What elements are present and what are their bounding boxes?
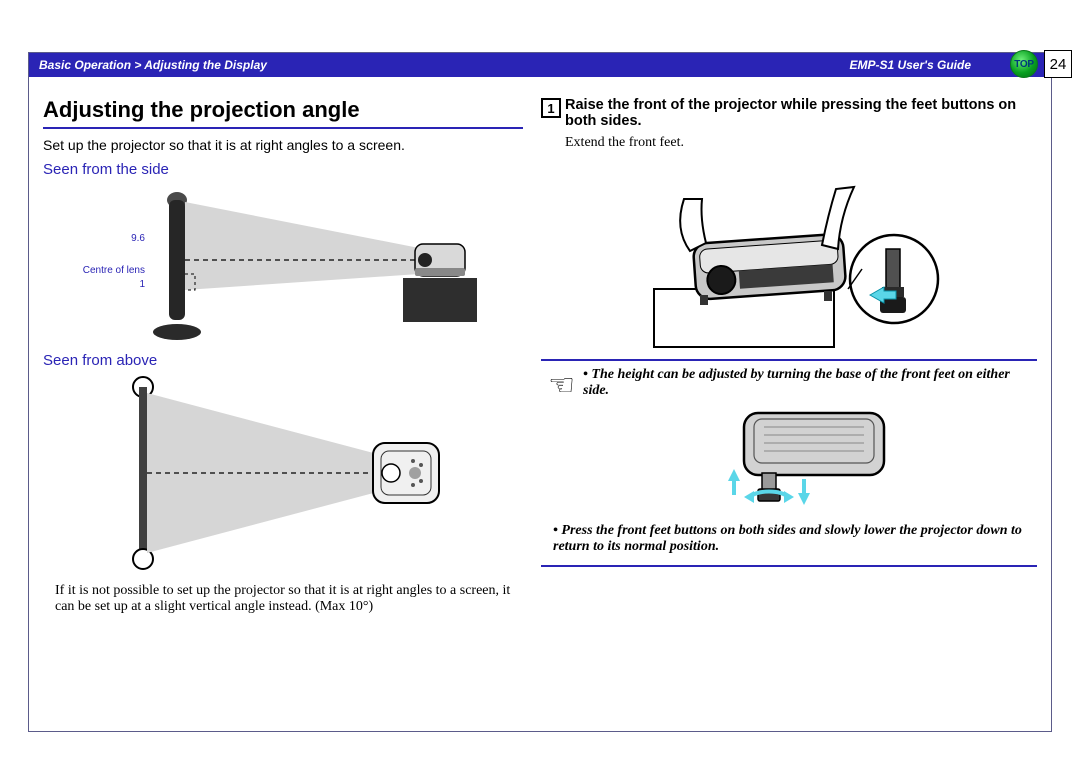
ray-bottom-value: 1 xyxy=(77,278,145,292)
breadcrumb: Basic Operation > Adjusting the Display xyxy=(39,58,267,72)
header-right-group: TOP 24 xyxy=(1010,50,1072,78)
content-area: Adjusting the projection angle Set up th… xyxy=(29,77,1051,633)
tip-2-text: • Press the front feet buttons on both s… xyxy=(541,523,1037,555)
pointing-hand-icon: ☞ xyxy=(541,367,575,401)
above-view-label: Seen from above xyxy=(43,352,523,369)
raise-projector-illustration xyxy=(541,159,1037,349)
top-link-badge[interactable]: TOP xyxy=(1010,50,1038,78)
ray-mid-label: Centre of lens xyxy=(77,264,145,278)
divider-2 xyxy=(541,565,1037,567)
header-bar: Basic Operation > Adjusting the Display … xyxy=(29,53,1051,77)
intro-text: Set up the projector so that it is at ri… xyxy=(43,137,523,153)
above-view-diagram xyxy=(43,373,523,573)
tip-1-text: • The height can be adjusted by turning … xyxy=(583,367,1037,401)
top-badge-label: TOP xyxy=(1014,59,1033,70)
side-view-svg xyxy=(149,182,489,342)
page-number: 24 xyxy=(1044,50,1072,78)
step-number-badge: 1 xyxy=(541,98,561,118)
step-1-sub: Extend the front feet. xyxy=(541,135,1037,151)
divider-1 xyxy=(541,359,1037,361)
page-frame: Basic Operation > Adjusting the Display … xyxy=(28,52,1052,732)
right-column: 1 Raise the front of the projector while… xyxy=(541,97,1037,623)
side-view-label: Seen from the side xyxy=(43,161,523,178)
side-view-diagram: 9.6 Centre of lens 1 xyxy=(43,182,523,342)
foot-turn-illustration xyxy=(541,407,1037,517)
ray-labels: 9.6 Centre of lens 1 xyxy=(77,232,149,292)
left-column: Adjusting the projection angle Set up th… xyxy=(43,97,523,623)
angle-note: If it is not possible to set up the proj… xyxy=(43,583,523,615)
step-1-text: Raise the front of the projector while p… xyxy=(565,97,1037,129)
tip-1-row: ☞ • The height can be adjusted by turnin… xyxy=(541,367,1037,401)
above-view-svg xyxy=(113,373,453,573)
step-1: 1 Raise the front of the projector while… xyxy=(541,97,1037,129)
section-title: Adjusting the projection angle xyxy=(43,97,523,129)
ray-top-value: 9.6 xyxy=(77,232,145,246)
